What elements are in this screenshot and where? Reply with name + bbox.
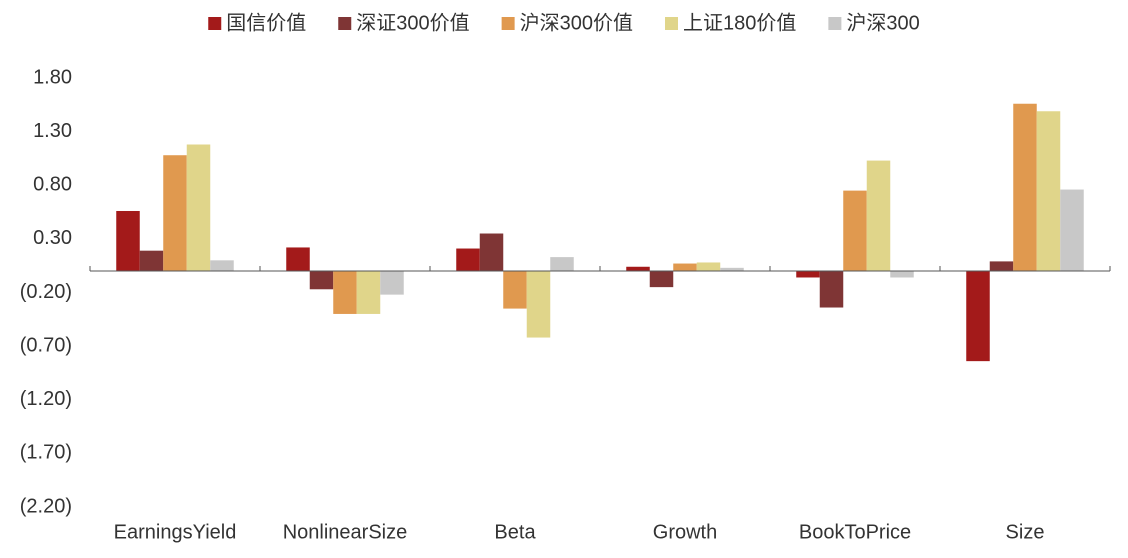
bar [966,271,990,362]
x-tick-label: Beta [494,521,536,543]
bar [1060,189,1084,272]
y-tick-label: (0.70) [20,334,72,356]
legend-label: 深证300价值 [356,11,469,34]
bar [989,261,1014,272]
y-tick-label: 0.30 [33,227,72,249]
legend-label: 沪深300 [846,11,919,34]
y-tick-label: (1.70) [20,442,72,464]
bar [286,247,310,272]
y-tick-label: (2.20) [20,495,72,517]
bar [866,160,891,272]
bar [720,267,744,272]
bar [526,271,551,338]
y-tick-label: 1.30 [33,120,72,142]
bar [479,233,504,272]
bar [843,190,867,272]
bar [1036,111,1061,272]
bar [819,271,844,308]
bar [116,210,140,272]
legend-label: 上证180价值 [683,11,796,34]
bar [796,271,820,278]
legend-label: 国信价值 [226,11,306,34]
bar [163,155,187,272]
bar [550,257,574,272]
bar [503,271,527,309]
bar [626,266,650,272]
bar [696,262,721,272]
bar [1013,103,1037,272]
legend-label: 沪深300价值 [520,11,633,34]
y-tick-label: (1.20) [20,388,72,410]
x-tick-label: Growth [653,521,717,543]
y-tick-label: (0.20) [20,281,72,303]
bar [380,271,404,295]
bar [890,271,914,278]
x-tick-label: EarningsYield [114,521,237,543]
bar [139,250,164,272]
legend-swatch [208,17,222,30]
legend-swatch [501,17,515,30]
y-tick-label: 1.80 [33,66,72,88]
bar [356,271,381,314]
bar [649,271,674,288]
bar [673,263,697,272]
bar [333,271,357,314]
bar [309,271,334,290]
bar [456,248,480,272]
legend-swatch [665,17,678,30]
x-tick-label: BookToPrice [799,521,911,543]
x-tick-label: Size [1006,521,1045,543]
bar [210,260,234,272]
bar [186,144,211,272]
y-tick-label: 0.80 [33,174,72,196]
legend-swatch [338,17,352,30]
x-tick-label: NonlinearSize [283,521,408,543]
legend-swatch [828,17,842,30]
